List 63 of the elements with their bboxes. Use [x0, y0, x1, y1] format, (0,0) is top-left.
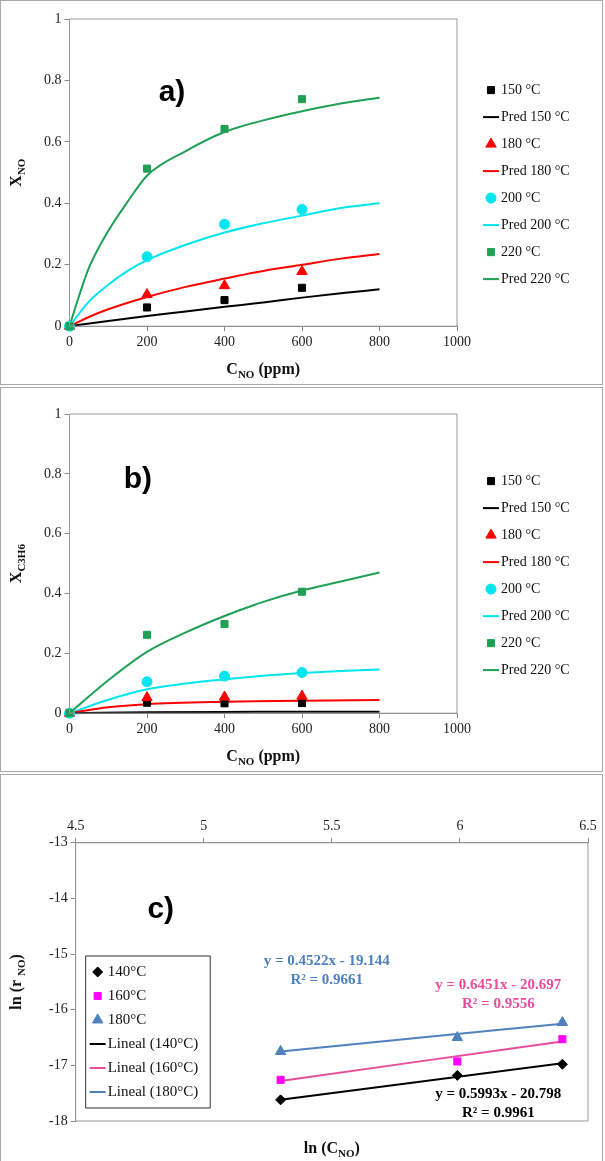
y-tick-label: -18: [48, 1112, 68, 1128]
y-tick-label: 0.6: [44, 525, 62, 541]
x-tick-label: 200: [136, 334, 158, 350]
y-tick-label: -14: [48, 890, 68, 906]
legend-label: Pred 150 °C: [501, 108, 570, 124]
legend-label: Pred 200 °C: [501, 607, 570, 623]
y-tick-label: -17: [48, 1057, 68, 1073]
annotation: y = 0.6451x - 20.697 R² = 0.9556: [435, 975, 562, 1011]
legend-label: Lineal (180°C): [107, 1082, 199, 1100]
legend-label: Pred 150 °C: [501, 499, 570, 515]
legend-label: 180 °C: [501, 526, 541, 542]
legend-label: 220 °C: [501, 243, 541, 259]
y-axis-title: XC3H6: [7, 543, 27, 584]
x-tick-label: 800: [369, 334, 390, 350]
text: a): [158, 73, 186, 107]
y-tick-label: 0: [54, 704, 62, 720]
y-tick-label: 1: [54, 10, 62, 26]
legend-label: 140°C: [107, 962, 147, 979]
text: b): [123, 461, 153, 495]
y-tick-label: 0.6: [44, 133, 62, 149]
annotation: y = 0.5993x - 20.798 R² = 0.9961: [435, 1084, 562, 1120]
y-tick-label: -13: [48, 834, 68, 850]
y-tick-label: -15: [48, 945, 68, 961]
legend-label: 180 °C: [501, 135, 541, 151]
legend-label: Pred 180 °C: [501, 162, 570, 178]
y-tick-label: 0.8: [44, 465, 62, 481]
legend-label: 220 °C: [501, 634, 541, 650]
y-tick-label: 0.2: [44, 256, 62, 272]
x-tick-label: 1000: [443, 334, 471, 350]
y-tick-label: 0.4: [44, 194, 62, 210]
legend-label: 200 °C: [501, 189, 541, 205]
y-tick-label: 0.4: [44, 585, 62, 601]
x-tick-label: 400: [214, 334, 235, 350]
y-tick-label: 1: [54, 405, 62, 421]
y-tick-label: 0: [54, 317, 62, 333]
legend-label: Pred 200 °C: [501, 216, 570, 232]
x-tick-label: 600: [291, 721, 313, 737]
legend-label: Pred 220 °C: [501, 270, 570, 286]
y-tick-label: 0.2: [44, 645, 62, 661]
text: c): [147, 890, 175, 924]
x-tick-label: 800: [369, 721, 390, 737]
legend-label: 150 °C: [501, 81, 541, 97]
y-tick-label: 0.8: [44, 72, 62, 88]
x-tick-label: 200: [136, 721, 158, 737]
legend-label: Pred 220 °C: [501, 661, 570, 677]
legend-label: 200 °C: [501, 580, 541, 596]
legend-label: Lineal (140°C): [107, 1034, 199, 1052]
legend-label: Pred 180 °C: [501, 553, 570, 569]
legend-label: 150 °C: [501, 472, 541, 488]
legend-label: 160°C: [107, 986, 147, 1003]
x-tick-label: 400: [214, 721, 235, 737]
y-axis-title: ln (r NO): [7, 954, 27, 1010]
x-tick-label: 5: [200, 818, 208, 834]
x-tick-label: 6: [456, 818, 464, 834]
x-tick-label: 4.5: [66, 818, 85, 834]
x-tick-label: 1000: [443, 721, 471, 737]
y-tick-label: -16: [48, 1001, 68, 1017]
x-tick-label: 5.5: [323, 818, 341, 834]
annotation: y = 0.4522x - 19.144 R² = 0.9661: [263, 951, 391, 987]
x-tick-label: 6.5: [579, 818, 597, 834]
x-tick-label: 600: [291, 334, 313, 350]
legend-label: Lineal (160°C): [107, 1058, 199, 1076]
legend-label: 180°C: [107, 1010, 147, 1027]
